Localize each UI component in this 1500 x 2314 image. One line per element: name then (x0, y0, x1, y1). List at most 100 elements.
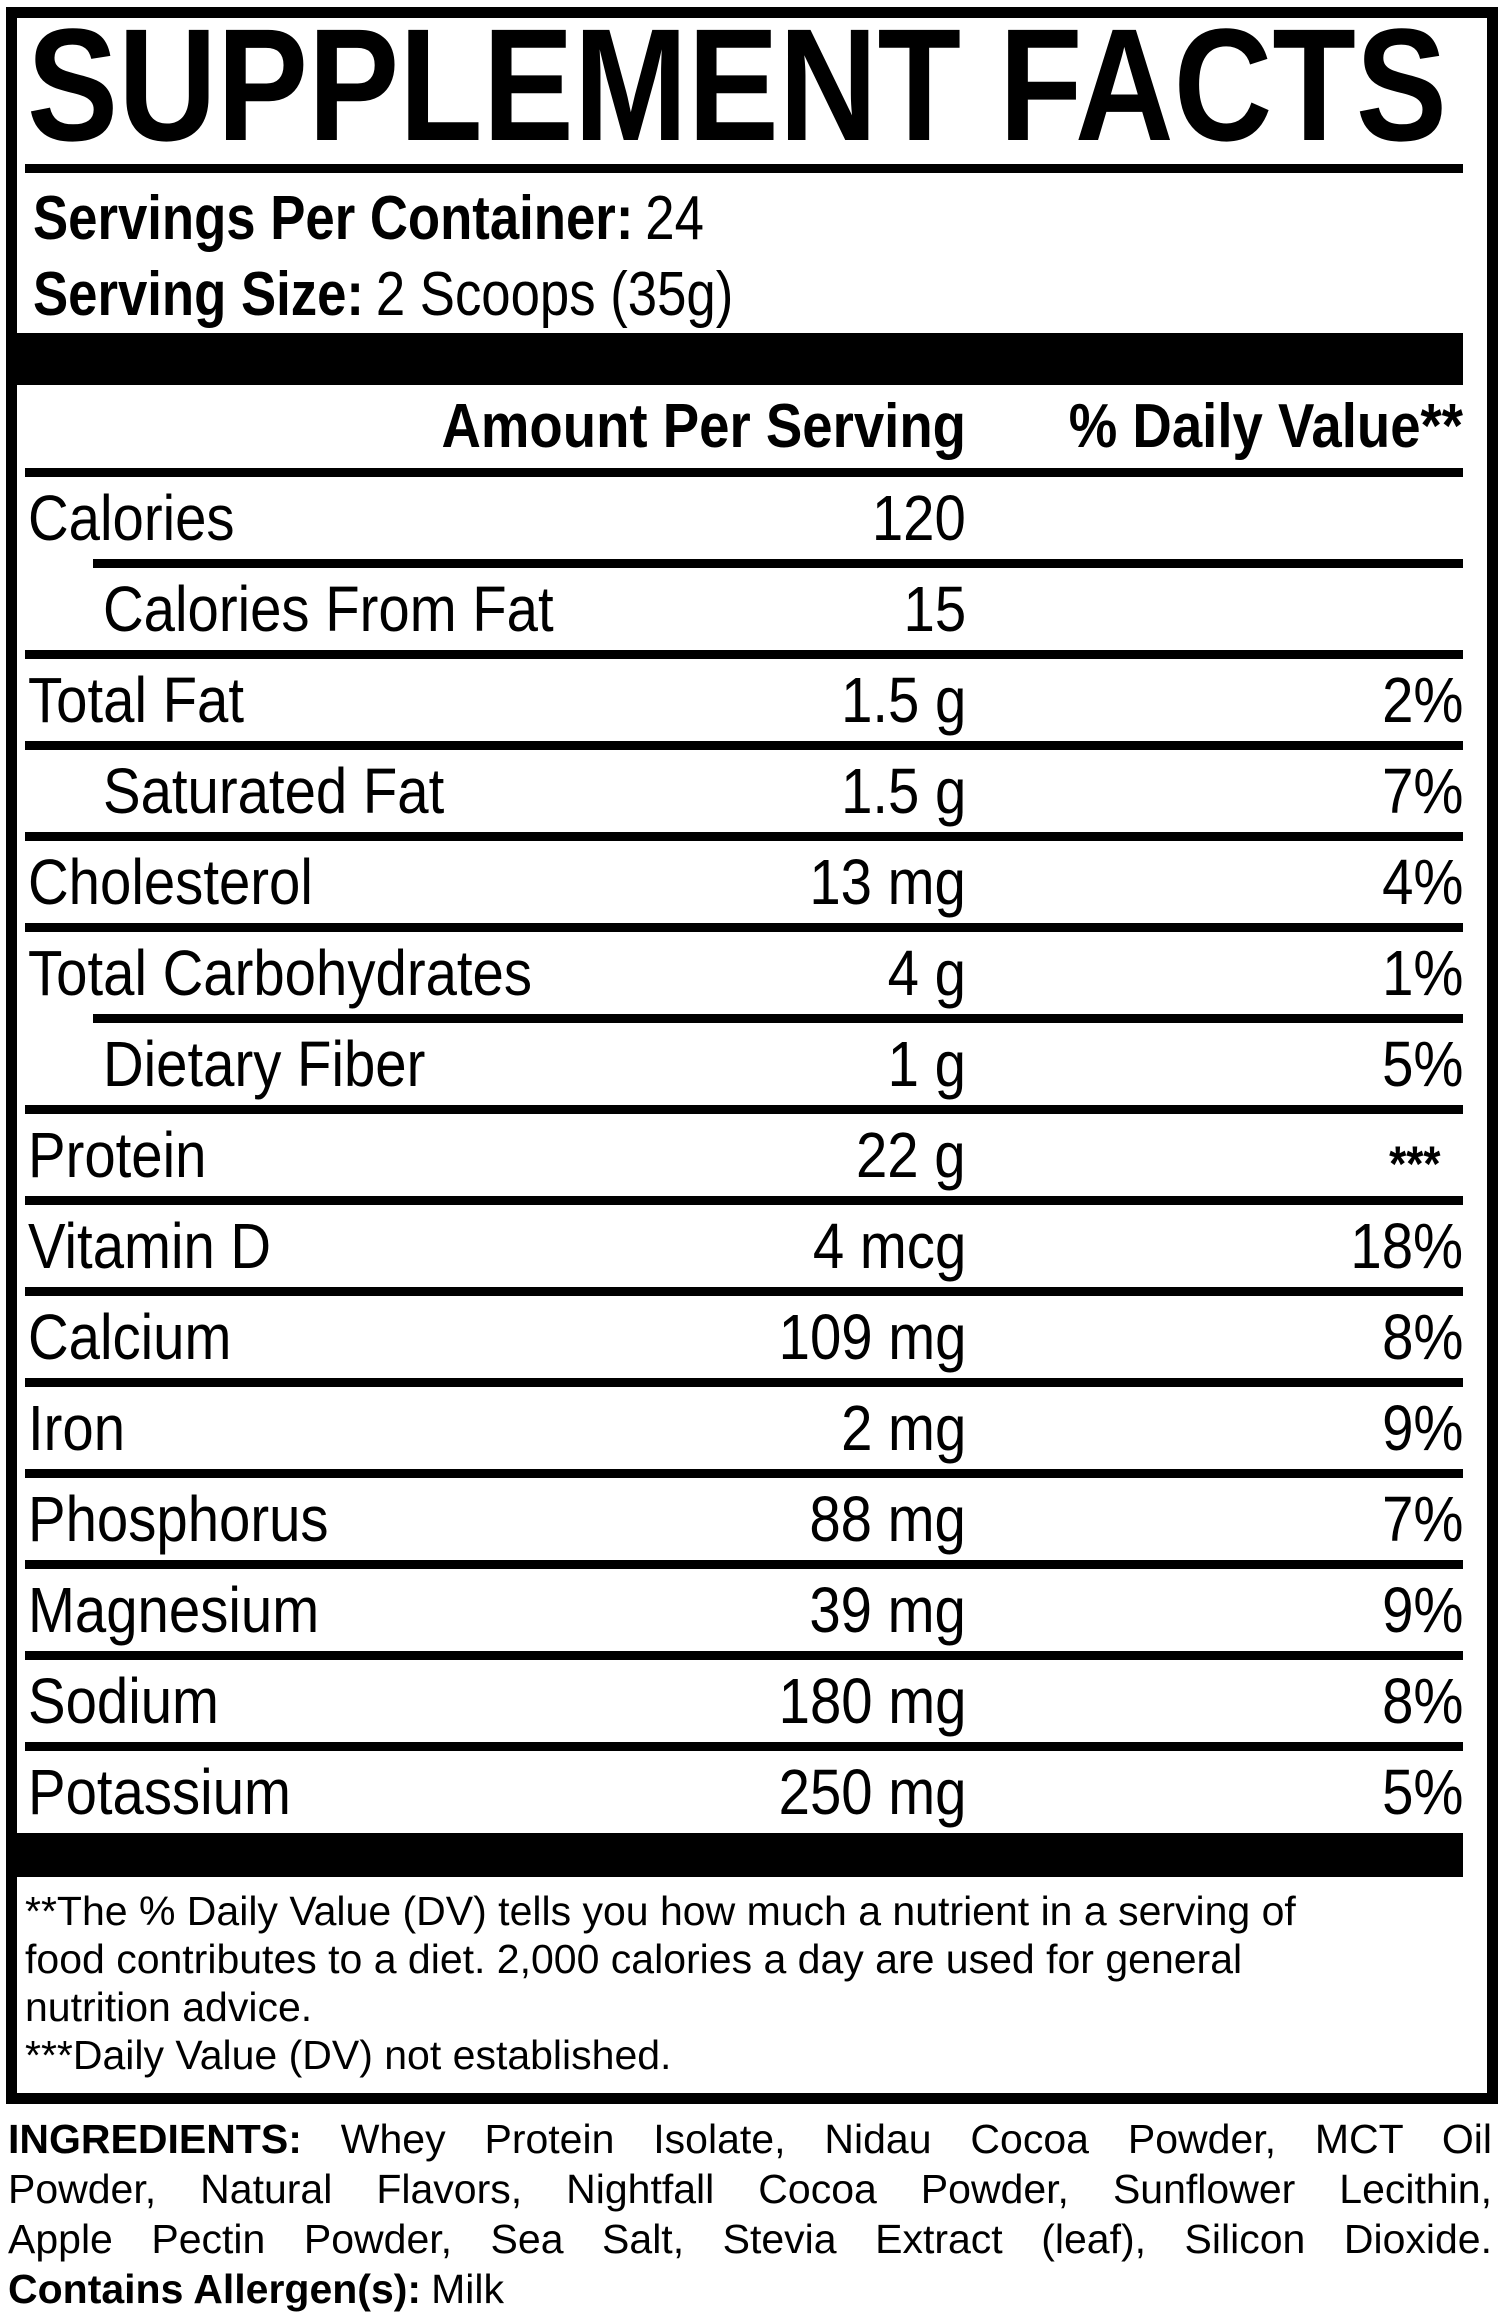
nutrient-name: Saturated Fat (103, 755, 445, 827)
row-separator (25, 1742, 1463, 1751)
serving-info: Servings Per Container: 24 Serving Size: 2… (33, 181, 1487, 333)
nutrient-amount: 1.5 g (840, 755, 966, 827)
nutrient-amount: 4 g (887, 937, 966, 1009)
nutrient-daily-value: 5% (1381, 1028, 1463, 1100)
nutrient-amount: 1.5 g (840, 664, 966, 736)
table-row: Vitamin D 4 mcg 18% (17, 1205, 1487, 1287)
allergen-label: Contains Allergen(s): (8, 2266, 422, 2312)
facts-title-text: SUPPLEMENT FACTS (27, 22, 1447, 162)
nutrient-name: Total Fat (28, 664, 244, 736)
nutrient-name: Protein (28, 1119, 207, 1191)
nutrient-amount: 180 mg (778, 1665, 966, 1737)
table-row: Potassium 250 mg 5% (17, 1751, 1487, 1833)
row-separator (25, 1378, 1463, 1387)
nutrient-amount: 2 mg (840, 1392, 966, 1464)
nutrient-amount: 15 (903, 573, 966, 645)
title-divider (25, 164, 1463, 173)
nutrient-daily-value: 9% (1381, 1392, 1463, 1464)
servings-per-container-value: 24 (645, 184, 704, 253)
serving-size-value: 2 Scoops (35g) (375, 260, 734, 329)
column-header-amount: Amount Per Serving (441, 392, 966, 461)
nutrient-name: Calcium (28, 1301, 232, 1373)
nutrient-amount: 250 mg (778, 1756, 966, 1828)
facts-title: SUPPLEMENT FACTS (27, 22, 1447, 162)
nutrient-daily-value: 8% (1381, 1665, 1463, 1737)
nutrient-daily-value (966, 481, 1463, 555)
footnote-line: **The % Daily Value (DV) tells you how m… (25, 1888, 1296, 1934)
footnote-line: ***Daily Value (DV) not established. (25, 2032, 672, 2078)
nutrient-name: Cholesterol (28, 846, 313, 918)
row-separator (25, 1469, 1463, 1478)
nutrient-daily-value: 7% (1381, 755, 1463, 827)
nutrient-daily-value: 8% (1381, 1301, 1463, 1373)
nutrient-name: Sodium (28, 1665, 219, 1737)
ingredients-label: INGREDIENTS: (8, 2116, 302, 2162)
nutrient-name: Total Carbohydrates (28, 937, 533, 1009)
nutrient-name: Calories (28, 482, 235, 554)
ingredients-section: INGREDIENTS: Whey Protein Isolate, Nidau… (8, 2114, 1492, 2314)
table-row: Cholesterol 13 mg 4% (17, 841, 1487, 923)
header-divider (25, 468, 1463, 477)
nutrient-daily-value: 7% (1381, 1483, 1463, 1555)
table-row: Sodium 180 mg 8% (17, 1660, 1487, 1742)
serving-size-label: Serving Size: (33, 260, 364, 329)
row-separator (25, 650, 1463, 659)
nutrient-daily-value: 1% (1381, 937, 1463, 1009)
nutrient-name: Dietary Fiber (103, 1028, 426, 1100)
nutrient-amount: 120 (872, 482, 966, 554)
table-row: Total Carbohydrates 4 g 1% (17, 932, 1487, 1014)
nutrient-daily-value (966, 572, 1463, 646)
allergen-value: Milk (431, 2266, 504, 2312)
nutrient-daily-value: *** (1388, 1136, 1441, 1192)
nutrient-amount: 22 g (856, 1119, 966, 1191)
nutrient-amount: 39 mg (809, 1574, 966, 1646)
supplement-facts-panel: SUPPLEMENT FACTS Servings Per Container:… (6, 7, 1498, 2104)
row-separator (25, 923, 1463, 932)
allergen-line: Contains Allergen(s): Milk (8, 2264, 1492, 2314)
table-row: Iron 2 mg 9% (17, 1387, 1487, 1469)
row-separator (25, 741, 1463, 750)
nutrient-daily-value: 18% (1350, 1210, 1463, 1282)
table-row: Magnesium 39 mg 9% (17, 1569, 1487, 1651)
ingredients-line: Powder, Natural Flavors, Nightfall Cocoa… (8, 2166, 1492, 2212)
nutrient-name: Iron (28, 1392, 126, 1464)
table-header-row: Amount Per Serving % Daily Value** (17, 385, 1487, 468)
row-separator (25, 1560, 1463, 1569)
nutrient-name: Potassium (28, 1756, 291, 1828)
nutrition-table: Calories 120 Calories From Fat 15 Total Fat 1… (17, 477, 1487, 1877)
row-separator (93, 559, 1463, 568)
table-row: Calcium 109 mg 8% (17, 1296, 1487, 1378)
row-separator (25, 1196, 1463, 1205)
table-row: Calories 120 (17, 477, 1487, 559)
row-separator (93, 1014, 1463, 1023)
nutrient-amount: 109 mg (778, 1301, 966, 1373)
row-separator (25, 1287, 1463, 1296)
nutrient-daily-value: 2% (1381, 664, 1463, 736)
nutrient-amount: 88 mg (809, 1483, 966, 1555)
table-row: Phosphorus 88 mg 7% (17, 1478, 1487, 1560)
footnotes: **The % Daily Value (DV) tells you how m… (25, 1877, 1463, 2093)
table-row: Dietary Fiber 1 g 5% (17, 1023, 1487, 1105)
nutrient-daily-value: 4% (1381, 846, 1463, 918)
nutrient-daily-value: 5% (1381, 1756, 1463, 1828)
nutrient-amount: 13 mg (809, 846, 966, 918)
nutrient-name: Phosphorus (28, 1483, 329, 1555)
column-header-daily-value: % Daily Value** (1068, 392, 1463, 461)
servings-per-container-label: Servings Per Container: (33, 184, 634, 253)
nutrient-daily-value: 9% (1381, 1574, 1463, 1646)
servings-per-container-row: Servings Per Container: 24 (33, 181, 1487, 257)
table-row: Total Fat 1.5 g 2% (17, 659, 1487, 741)
table-row: Protein 22 g *** (17, 1114, 1487, 1196)
ingredients-line: INGREDIENTS: Whey Protein Isolate, Nidau… (8, 2116, 1492, 2162)
serving-size-row: Serving Size: 2 Scoops (35g) (33, 257, 1487, 333)
row-separator (25, 1105, 1463, 1114)
nutrient-amount: 4 mcg (812, 1210, 966, 1282)
footnote-line: nutrition advice. (25, 1984, 313, 2030)
footnote-line: food contributes to a diet. 2,000 calori… (25, 1936, 1243, 1982)
nutrient-name: Calories From Fat (103, 573, 554, 645)
section-bar-bottom (17, 1833, 1463, 1877)
row-separator (25, 832, 1463, 841)
ingredients-line: Apple Pectin Powder, Sea Salt, Stevia Ex… (8, 2216, 1492, 2262)
nutrient-amount: 1 g (887, 1028, 966, 1100)
nutrient-name: Magnesium (28, 1574, 320, 1646)
